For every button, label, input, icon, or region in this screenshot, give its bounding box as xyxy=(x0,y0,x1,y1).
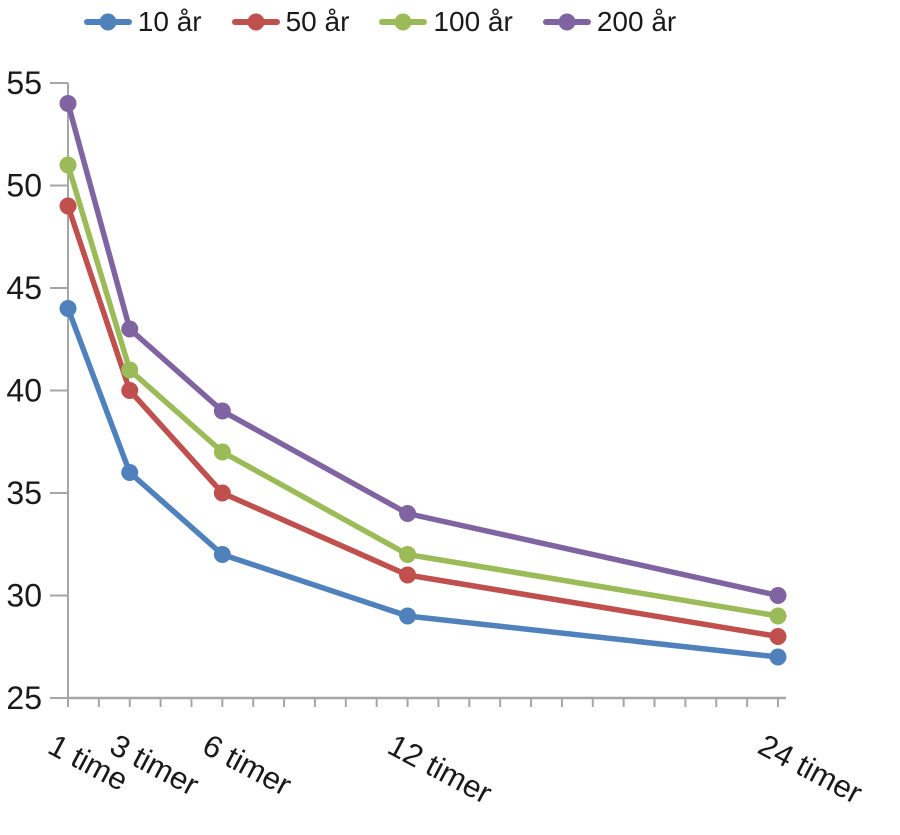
data-point xyxy=(769,648,787,666)
legend-dot-icon xyxy=(394,13,412,31)
y-axis-tick-label: 45 xyxy=(6,270,42,306)
y-axis-tick-label: 35 xyxy=(6,475,42,511)
legend-item-label: 10 år xyxy=(137,6,202,37)
data-point xyxy=(121,464,139,481)
y-axis-tick-label: 40 xyxy=(6,373,42,409)
data-point xyxy=(121,361,139,379)
y-axis-tick-label: 55 xyxy=(6,65,42,101)
series-line-3 xyxy=(65,100,781,599)
y-axis-tick-label: 25 xyxy=(6,680,42,716)
chart-legend: 10 år 50 år 100 år 200 år xyxy=(0,8,900,36)
data-point xyxy=(59,156,77,174)
data-point xyxy=(213,546,231,563)
x-axis-category-label: 24 timer xyxy=(753,727,868,810)
data-point xyxy=(121,382,139,399)
legend-item: 50 år xyxy=(231,6,350,37)
series-line-2 xyxy=(65,162,781,619)
legend-line-marker-icon xyxy=(83,13,132,31)
legend-item-label: 50 år xyxy=(285,6,350,37)
legend-item-label: 100 år xyxy=(433,6,513,37)
legend-dot-icon xyxy=(99,13,117,31)
legend-line-marker-icon xyxy=(379,13,428,31)
data-point xyxy=(769,587,787,604)
legend-line-marker-icon xyxy=(542,13,591,31)
legend-dot-icon xyxy=(558,13,576,31)
legend-item-label: 200 år xyxy=(596,6,677,37)
data-point xyxy=(769,628,787,645)
y-axis-tick-label: 30 xyxy=(6,578,42,614)
legend-line-marker-icon xyxy=(231,13,280,31)
legend-item: 200 år xyxy=(542,6,677,37)
y-axis-tick-label: 50 xyxy=(6,168,42,204)
legend-dot-icon xyxy=(247,13,265,31)
data-point xyxy=(213,484,231,502)
data-point xyxy=(399,566,417,584)
x-axis-category-label: 6 timer xyxy=(197,727,297,802)
data-point xyxy=(121,320,139,338)
data-point xyxy=(769,607,787,625)
data-point xyxy=(59,300,77,317)
data-point xyxy=(399,546,417,563)
data-point xyxy=(399,505,417,522)
data-point xyxy=(59,197,77,215)
x-axis-category-label: 12 timer xyxy=(382,727,497,810)
data-point xyxy=(213,402,231,420)
legend-item: 100 år xyxy=(379,6,513,37)
series-line-0 xyxy=(65,305,781,660)
data-point xyxy=(213,443,231,461)
legend-item: 10 år xyxy=(83,6,202,37)
data-point xyxy=(399,607,417,625)
data-point xyxy=(59,95,77,112)
